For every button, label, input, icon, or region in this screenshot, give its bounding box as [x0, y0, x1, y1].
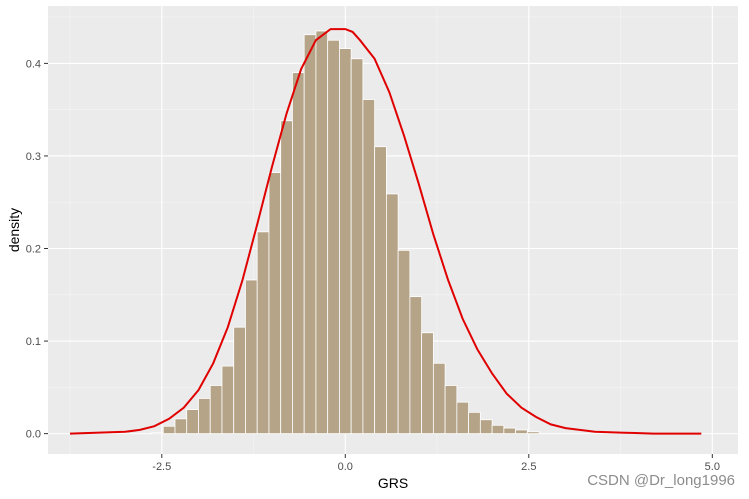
x-tick-labels: -2.5 0.0 2.5 5.0: [152, 461, 720, 473]
histogram-bars: [151, 30, 540, 435]
histogram-bar: [209, 385, 223, 435]
y-tick-label: 0.2: [26, 244, 41, 256]
x-tick-label: 2.5: [521, 461, 536, 473]
histogram-bar: [162, 425, 176, 435]
y-tick-labels: 0.0 0.1 0.2 0.3 0.4: [26, 58, 41, 440]
histogram-bar: [256, 231, 270, 435]
histogram-bar: [292, 72, 305, 435]
histogram-bar: [444, 385, 458, 435]
y-tick-label: 0.3: [26, 151, 41, 163]
histogram-bar: [221, 365, 235, 435]
histogram-bar: [315, 30, 329, 435]
y-tick-label: 0.0: [26, 429, 41, 441]
histogram-bar: [468, 411, 481, 435]
histogram-bar: [268, 172, 282, 435]
histogram-bar: [245, 279, 258, 435]
axis-ticks: [44, 62, 713, 458]
histogram-bar: [385, 193, 399, 435]
histogram-bar: [526, 431, 540, 435]
x-axis-title: GRS: [378, 475, 408, 491]
histogram-bar: [151, 432, 164, 435]
y-axis-title: density: [6, 208, 22, 252]
histogram-bar: [198, 398, 211, 435]
histogram-bar: [491, 424, 505, 435]
y-tick-label: 0.4: [26, 58, 41, 70]
histogram-bar: [186, 409, 199, 435]
x-tick-label: 0.0: [338, 461, 353, 473]
histogram-bar: [233, 326, 246, 435]
histogram-bar: [421, 332, 434, 435]
histogram-bar: [362, 99, 376, 435]
density-curve: [69, 28, 702, 435]
histogram-bar: [174, 418, 188, 435]
histogram-bar: [327, 39, 340, 435]
y-tick-label: 0.1: [26, 336, 41, 348]
histogram-bar: [515, 429, 528, 435]
histogram-bar: [374, 146, 387, 435]
histogram-bar: [280, 120, 293, 435]
x-tick-label: -2.5: [152, 461, 171, 473]
watermark: CSDN @Dr_long1996: [587, 472, 735, 489]
histogram-bar: [479, 419, 493, 435]
x-tick-label: 5.0: [705, 461, 720, 473]
histogram-bar: [503, 427, 516, 435]
histogram-bar: [339, 48, 352, 435]
histogram-bar: [409, 296, 423, 435]
histogram-bar: [350, 58, 364, 435]
histogram-bar: [303, 34, 317, 435]
histogram-bar: [397, 249, 411, 435]
histogram-bar: [432, 362, 446, 435]
histogram-bar: [456, 401, 470, 435]
